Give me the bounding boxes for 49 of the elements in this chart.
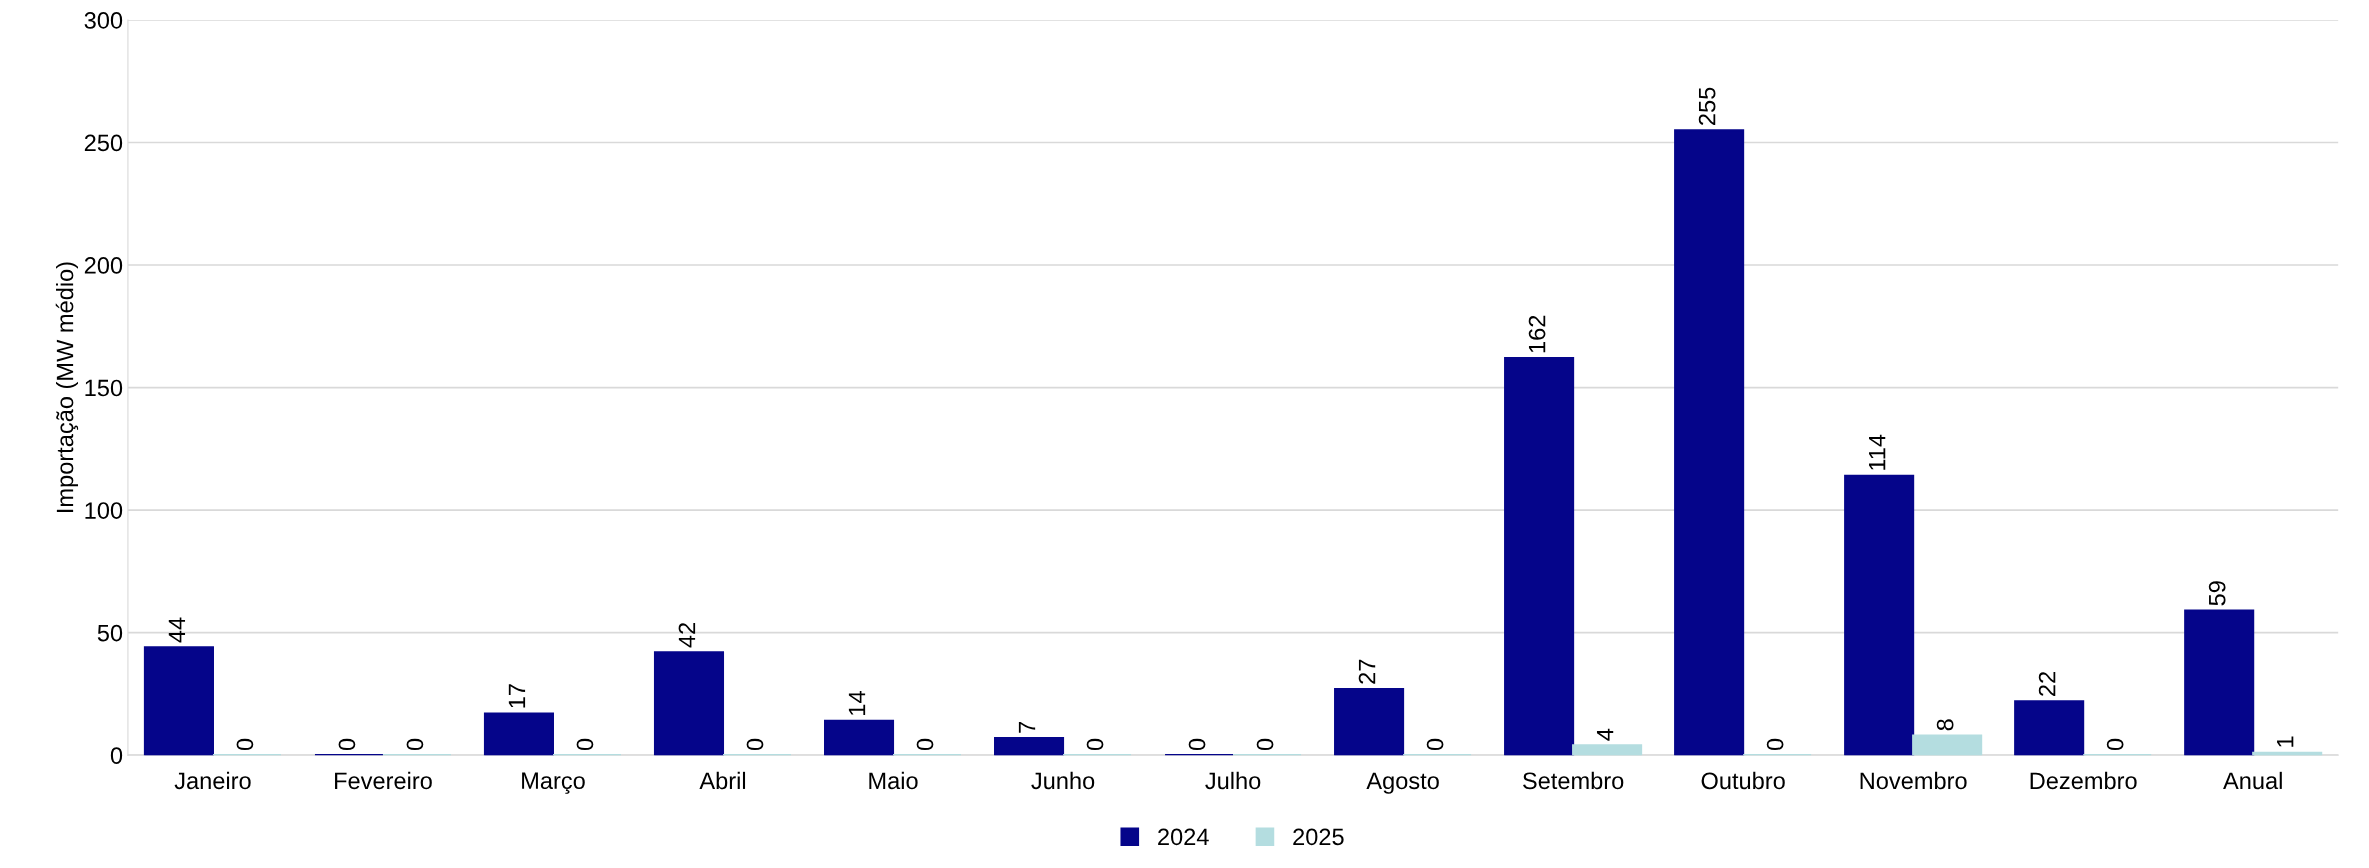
data-label: 0 bbox=[746, 738, 764, 751]
data-label: 17 bbox=[508, 684, 526, 708]
data-label: 0 bbox=[406, 738, 424, 751]
data-label: 27 bbox=[1358, 659, 1376, 684]
x-tick-label: Setembro bbox=[1523, 771, 1624, 790]
y-tick-label: 200 bbox=[84, 257, 123, 274]
data-label: 114 bbox=[1869, 434, 1886, 470]
x-tick-label: Abril bbox=[699, 771, 746, 790]
data-label: 14 bbox=[848, 691, 866, 715]
x-tick-label: Agosto bbox=[1366, 772, 1439, 794]
data-label: 59 bbox=[2208, 581, 2226, 606]
data-label: 7 bbox=[1018, 721, 1036, 733]
data-label: 255 bbox=[1698, 87, 1716, 125]
y-tick-label: 50 bbox=[97, 624, 123, 642]
data-label: 0 bbox=[1188, 738, 1206, 751]
legend-label: 2024 bbox=[1158, 828, 1209, 846]
data-label: 0 bbox=[1256, 738, 1274, 751]
data-label: 8 bbox=[1936, 719, 1954, 731]
y-tick-label: 100 bbox=[85, 502, 123, 519]
data-label: 22 bbox=[2038, 672, 2056, 696]
legend-label: 2025 bbox=[1293, 828, 1344, 846]
x-tick-label: Anual bbox=[2223, 771, 2282, 790]
data-label: 0 bbox=[1426, 738, 1444, 751]
data-label: 0 bbox=[338, 738, 356, 751]
y-tick-label: 0 bbox=[110, 747, 123, 764]
x-tick-label: Julho bbox=[1205, 771, 1261, 790]
data-label: 1 bbox=[2277, 736, 2294, 747]
data-label: 44 bbox=[168, 617, 186, 643]
data-label: 4 bbox=[1596, 728, 1614, 741]
data-label: 42 bbox=[678, 622, 696, 648]
x-tick-label: Novembro bbox=[1860, 771, 1967, 790]
x-tick-label: Janeiro bbox=[174, 771, 251, 790]
data-label: 162 bbox=[1528, 315, 1546, 353]
data-label: 0 bbox=[2106, 738, 2124, 751]
x-tick-label: Fevereiro bbox=[335, 771, 432, 790]
x-tick-label: Março bbox=[522, 772, 585, 794]
y-tick-label: 300 bbox=[84, 12, 123, 29]
data-label: 0 bbox=[1086, 738, 1104, 751]
x-tick-label: Dezembro bbox=[2030, 771, 2137, 790]
x-tick-label: Junho bbox=[1031, 771, 1095, 790]
data-label: 0 bbox=[236, 738, 254, 751]
y-axis-title: Importação (MW médio) bbox=[55, 262, 79, 512]
y-tick-label: 150 bbox=[85, 379, 123, 397]
x-tick-label: Maio bbox=[869, 771, 918, 790]
data-label: 0 bbox=[916, 738, 934, 751]
y-tick-label: 250 bbox=[84, 134, 123, 152]
x-tick-label: Outubro bbox=[1701, 771, 1785, 790]
data-label: 0 bbox=[576, 738, 594, 751]
data-label: 0 bbox=[1766, 738, 1784, 751]
